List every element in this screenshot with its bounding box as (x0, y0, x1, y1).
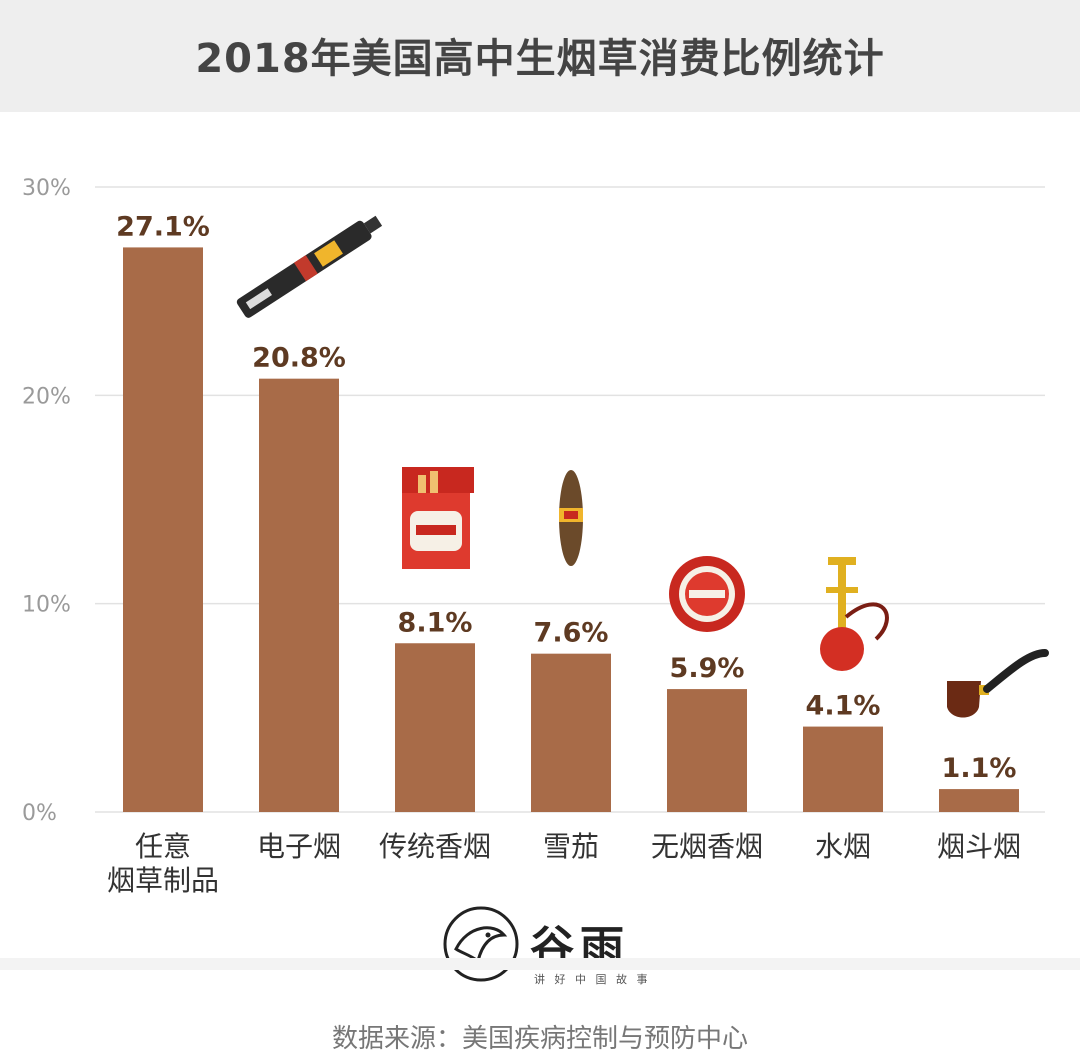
bar-value-label: 1.1% (942, 753, 1017, 784)
bar (259, 378, 339, 812)
bar-chart: 0% 10% 20% 30% (22, 176, 1049, 897)
bar (667, 689, 747, 812)
bar (803, 726, 883, 812)
bar (531, 653, 611, 812)
bar-value-label: 20.8% (252, 343, 346, 374)
footer-band (0, 958, 1080, 970)
pipe-icon (947, 649, 1049, 718)
bar-value-label: 8.1% (398, 607, 473, 638)
category-label: 雪茄 (543, 830, 599, 863)
page-title: 2018年美国高中生烟草消费比例统计 (195, 36, 885, 82)
cigar-icon (559, 470, 583, 566)
title-bar (0, 0, 1080, 112)
bar-value-label: 27.1% (116, 211, 210, 242)
brand-logo: 谷雨 讲 好 中 国 故 事 (442, 905, 662, 995)
category-label: 任意 (135, 830, 191, 863)
y-tick-label: 20% (22, 384, 71, 409)
bar (395, 643, 475, 812)
category-label: 烟草制品 (107, 864, 219, 897)
bar (939, 789, 1019, 812)
y-tick-label: 10% (22, 593, 71, 618)
bar-value-label: 4.1% (806, 691, 881, 722)
category-label: 烟斗烟 (937, 830, 1021, 863)
e-cigarette-icon (236, 215, 383, 318)
y-tick-label: 30% (22, 176, 71, 201)
bar-value-label: 7.6% (534, 618, 609, 649)
hookah-icon (820, 557, 889, 671)
category-label: 无烟香烟 (651, 830, 763, 863)
data-source-note: 数据来源：美国疾病控制与预防中心 (331, 1024, 748, 1054)
cigarette-pack-icon (402, 467, 474, 569)
category-label: 水烟 (815, 830, 871, 863)
logo-tagline: 讲 好 中 国 故 事 (534, 973, 651, 986)
bar (123, 247, 203, 812)
category-label: 电子烟 (257, 830, 341, 863)
bar-value-label: 5.9% (670, 653, 745, 684)
bird-logo-icon (443, 906, 519, 982)
category-label: 传统香烟 (379, 830, 491, 863)
y-tick-label: 0% (22, 801, 57, 826)
snuff-tin-icon (669, 556, 745, 632)
